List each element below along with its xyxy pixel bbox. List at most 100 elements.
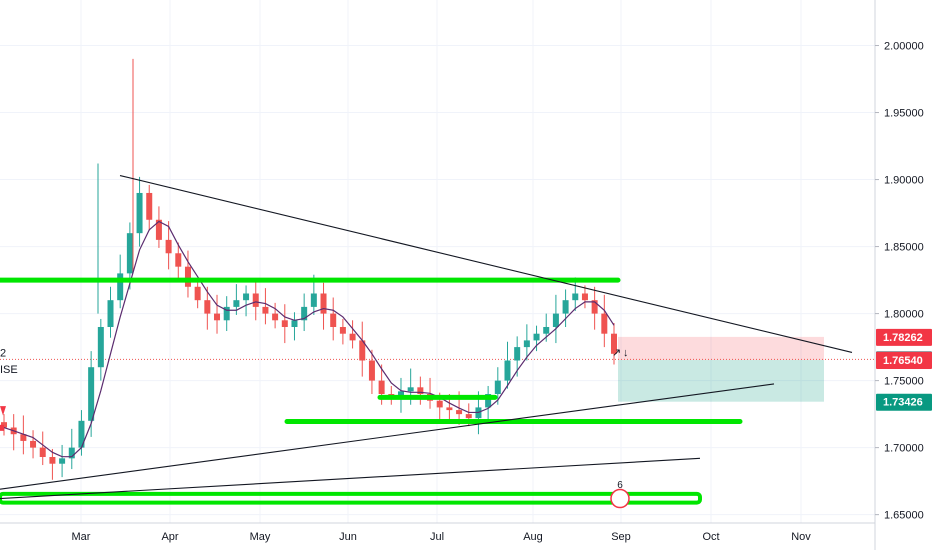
candle-body <box>407 387 414 392</box>
x-tick-label: Mar <box>72 531 91 543</box>
y-tick-label: 1.95000 <box>884 108 924 120</box>
candle-body <box>543 326 550 334</box>
candle-body <box>272 313 279 321</box>
candle-body <box>155 219 162 240</box>
candle-body <box>465 414 472 419</box>
candle-body <box>572 293 579 301</box>
drawings-back <box>0 336 875 402</box>
y-tick-label: 1.70000 <box>884 443 924 455</box>
candle-body <box>310 293 317 307</box>
sell-marker <box>0 424 4 431</box>
candle-body <box>175 253 182 267</box>
moving-average-line <box>3 220 615 458</box>
price-tag <box>876 351 932 369</box>
x-tick-label: Jun <box>339 531 357 543</box>
candle-body <box>30 440 37 448</box>
candle-body <box>330 313 337 327</box>
bottom-zone-box <box>0 491 702 505</box>
y-tick-label: 1.65000 <box>884 510 924 522</box>
candle-body <box>368 360 375 381</box>
candle-body <box>552 313 559 327</box>
x-tick-label: Jul <box>430 531 444 543</box>
candle-body <box>378 380 385 395</box>
x-tick-label: Oct <box>702 531 719 543</box>
candle-body <box>59 458 66 464</box>
candle-body <box>494 380 501 395</box>
candle-body <box>359 340 366 361</box>
candle-body <box>601 313 608 334</box>
candle-body <box>78 420 85 448</box>
candle-body <box>523 340 530 348</box>
candle-body <box>39 447 46 458</box>
candle-body <box>339 326 346 334</box>
candle-body <box>281 320 288 327</box>
price-tag-label: 1.73426 <box>883 397 923 409</box>
candle-body <box>97 326 104 368</box>
candle-body <box>591 300 598 314</box>
candle-body <box>233 300 240 307</box>
left-cut-label: 2 <box>0 347 6 359</box>
candle-body <box>581 293 588 301</box>
candle-body <box>214 313 221 321</box>
y-tick-label: 1.85000 <box>884 242 924 254</box>
candle-body <box>446 407 453 411</box>
candle-body <box>417 387 424 395</box>
candle-body <box>68 447 75 459</box>
candle-body <box>397 391 404 397</box>
x-tick-label: Apr <box>161 531 178 543</box>
price-tag-label: 1.78262 <box>883 332 923 344</box>
price-axis[interactable]: 2.00000 1.95000 1.90000 1.85000 1.80000 1.750… <box>875 41 924 522</box>
y-tick-label: 1.75000 <box>884 376 924 388</box>
candle-body <box>126 233 133 274</box>
candle-body <box>117 273 124 301</box>
arrow-up-right-icon: ↗ <box>612 347 621 359</box>
candle-body <box>223 306 230 321</box>
drawings-front: ↗ ↓ 6 <box>0 175 853 509</box>
time-axis[interactable]: Mar Apr May Jun Jul Aug Sep Oct Nov <box>72 531 812 543</box>
candle-body <box>349 333 356 341</box>
candle-body <box>252 293 259 307</box>
y-tick-label: 1.80000 <box>884 309 924 321</box>
candle-body <box>320 293 327 314</box>
candle-body <box>262 306 269 314</box>
candle-body <box>533 333 540 341</box>
price-tag <box>876 328 932 346</box>
candle-body <box>456 410 463 415</box>
candles <box>1 58 617 480</box>
candle-body <box>204 300 211 314</box>
candle-body <box>562 300 569 314</box>
arrow-down-icon: ↓ <box>623 347 629 359</box>
position-stop-zone <box>618 336 824 360</box>
x-tick-label: May <box>250 531 271 543</box>
x-tick-label: Nov <box>791 531 811 543</box>
candle-body <box>136 192 143 234</box>
candle-body <box>49 457 56 464</box>
candle-body <box>514 347 521 361</box>
grid <box>0 0 875 523</box>
y-tick-label: 2.00000 <box>884 41 924 53</box>
event-marker-circle <box>610 488 630 509</box>
candle-body <box>165 239 172 254</box>
price-tag <box>876 393 932 411</box>
price-tag-label: 1.76540 <box>883 355 923 367</box>
candle-body <box>146 192 153 220</box>
candle-body <box>88 367 95 421</box>
candle-body <box>301 306 308 321</box>
position-target-zone <box>618 359 824 402</box>
descending-trendline <box>119 175 853 353</box>
lower-trendline <box>0 457 701 500</box>
y-tick-label: 1.90000 <box>884 175 924 187</box>
candle-body <box>611 333 617 354</box>
candle-body <box>184 266 191 287</box>
left-cut-label: ISE <box>0 364 18 376</box>
sell-arrow-icon <box>0 406 6 416</box>
candle-body <box>20 434 27 441</box>
candle-body <box>504 360 511 381</box>
left-cut-labels: 2 ISE <box>0 347 18 376</box>
candle-body <box>436 400 443 408</box>
event-marker-icon: 6 <box>610 480 630 509</box>
candle-body <box>291 320 298 327</box>
